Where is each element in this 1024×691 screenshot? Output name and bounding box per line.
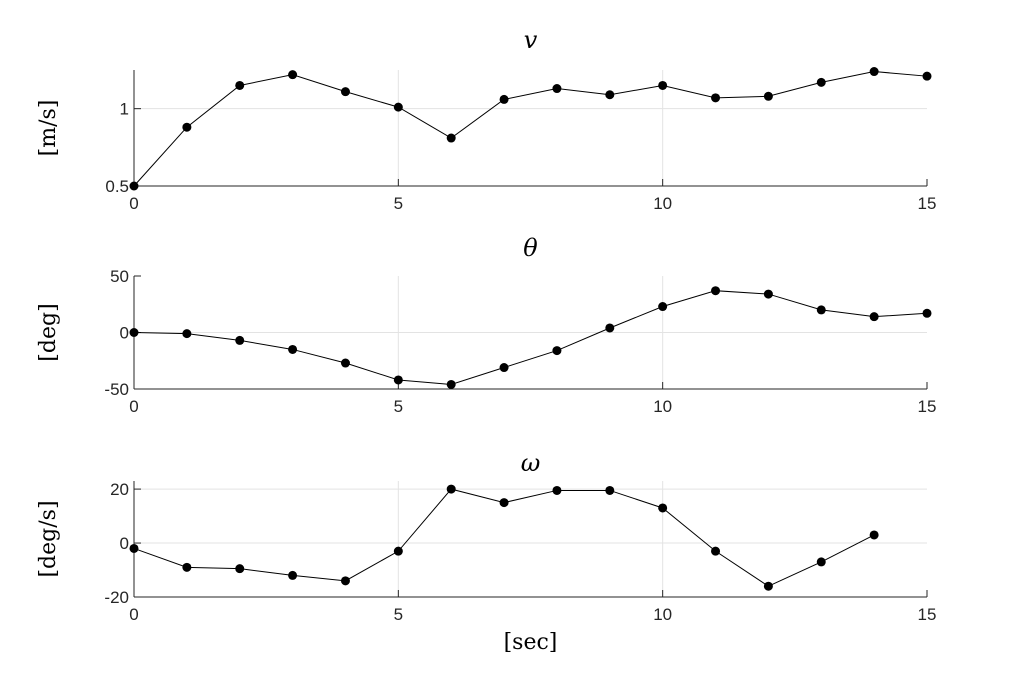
y-axis-label: [deg]	[36, 303, 61, 361]
panel-title: v	[524, 26, 538, 54]
x-tick-label: 10	[653, 397, 672, 416]
data-point	[711, 93, 721, 103]
data-point	[340, 576, 350, 586]
data-point	[816, 557, 826, 567]
data-point	[763, 91, 773, 101]
data-point	[869, 312, 879, 322]
y-axis-label: [m/s]	[36, 100, 61, 157]
data-point	[499, 498, 509, 508]
data-point	[658, 302, 668, 312]
x-axis-label: [sec]	[504, 630, 558, 655]
x-tick-label: 5	[394, 194, 403, 213]
data-point	[552, 84, 562, 94]
series-line	[133, 71, 928, 187]
x-tick-label: 0	[129, 194, 138, 213]
data-point	[552, 346, 562, 356]
x-tick-label: 5	[394, 397, 403, 416]
data-point	[711, 546, 721, 556]
x-tick-label: 15	[918, 194, 937, 213]
data-point	[446, 484, 456, 494]
data-point	[605, 323, 615, 333]
data-point	[869, 530, 879, 540]
data-point	[235, 80, 245, 90]
x-tick-label: 15	[918, 605, 937, 624]
data-point	[393, 546, 403, 556]
data-point	[340, 358, 350, 368]
data-point	[658, 503, 668, 513]
data-point	[552, 485, 562, 495]
data-point	[446, 379, 456, 389]
data-point	[499, 363, 509, 373]
y-tick-label: 50	[110, 267, 129, 286]
data-point	[288, 570, 298, 580]
y-tick-label: 0.5	[105, 177, 129, 196]
y-axis-label: [deg/s]	[36, 500, 61, 577]
data-point	[763, 581, 773, 591]
data-point	[605, 485, 615, 495]
data-point	[235, 564, 245, 574]
y-tick-label: 0	[120, 534, 129, 553]
y-tick-label: 0	[120, 324, 129, 343]
data-point	[288, 344, 298, 354]
data-point	[763, 289, 773, 299]
data-point	[922, 308, 932, 318]
data-point	[182, 122, 192, 132]
data-point	[869, 67, 879, 77]
data-point	[393, 102, 403, 112]
x-tick-label: 10	[653, 605, 672, 624]
data-point	[129, 543, 139, 553]
x-tick-label: 10	[653, 194, 672, 213]
data-point	[446, 133, 456, 143]
data-point	[129, 181, 139, 191]
data-point	[182, 562, 192, 572]
data-point	[816, 77, 826, 87]
y-tick-label: -50	[104, 380, 129, 399]
data-point	[393, 375, 403, 385]
data-point	[711, 286, 721, 296]
panel-velocity: 0 5 10 15 0.5 1 v [m/s]	[36, 26, 936, 213]
data-point	[816, 305, 826, 315]
data-point	[182, 329, 192, 339]
data-point	[340, 87, 350, 97]
data-point	[499, 94, 509, 104]
data-point	[235, 335, 245, 345]
y-tick-label: 20	[110, 480, 129, 499]
x-tick-label: 5	[394, 605, 403, 624]
y-tick-label: -20	[104, 588, 129, 607]
data-point	[922, 71, 932, 81]
x-tick-label: 15	[918, 397, 937, 416]
series-line	[133, 290, 928, 385]
data-point	[658, 80, 668, 90]
data-point	[129, 328, 139, 337]
data-point	[288, 70, 298, 80]
panel-title: ω	[521, 449, 541, 477]
x-tick-label: 0	[129, 605, 138, 624]
panel-title: θ	[523, 234, 538, 262]
y-tick-label: 1	[120, 100, 129, 119]
x-tick-label: 0	[129, 397, 138, 416]
data-point	[605, 90, 615, 100]
